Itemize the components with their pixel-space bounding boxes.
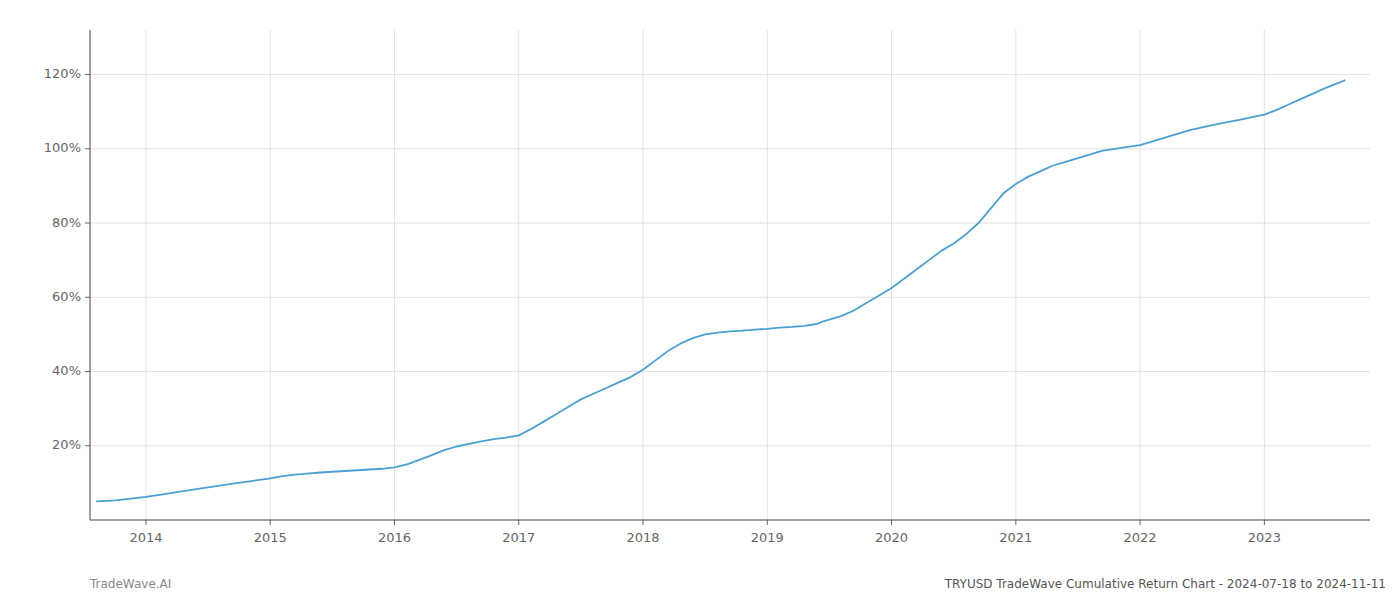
- tick-label: 2021: [999, 530, 1032, 545]
- tick-label: 2019: [751, 530, 784, 545]
- grid-line: [1264, 30, 1265, 520]
- tick-mark: [145, 520, 146, 525]
- tick-mark: [85, 297, 90, 298]
- grid-line: [90, 297, 1370, 298]
- tick-mark: [85, 371, 90, 372]
- grid: [90, 30, 1370, 520]
- tick-mark: [1015, 520, 1016, 525]
- grid-line: [518, 30, 519, 520]
- tick-mark: [767, 520, 768, 525]
- tick-mark: [394, 520, 395, 525]
- tick-label: 20%: [52, 437, 81, 452]
- tick-mark: [518, 520, 519, 525]
- grid-line: [394, 30, 395, 520]
- grid-line: [90, 74, 1370, 75]
- axes: 20% 40% 60% 80% 100% 120% 2014 2015 2016 2017 2018…: [44, 30, 1370, 545]
- tick-label: 2016: [378, 530, 411, 545]
- grid-line: [90, 445, 1370, 446]
- title: TRYUSD TradeWave Cumulative Return Chart…: [944, 577, 1386, 591]
- tick-label: 2023: [1248, 530, 1281, 545]
- tick-label: 80%: [52, 215, 81, 230]
- grid-line: [145, 30, 146, 520]
- tick-label: 2017: [502, 530, 535, 545]
- tick-label: 2022: [1124, 530, 1157, 545]
- tick-mark: [643, 520, 644, 525]
- texts: TradeWave.AI TRYUSD TradeWave Cumulative …: [89, 577, 1386, 591]
- tick-mark: [85, 148, 90, 149]
- chart: 20% 40% 60% 80% 100% 120% 2014 2015 2016 2017 2018…: [0, 0, 1400, 600]
- grid-line: [90, 223, 1370, 224]
- tick-label: 120%: [44, 66, 81, 81]
- grid-line: [270, 30, 271, 520]
- tick-mark: [85, 74, 90, 75]
- tick-label: 2020: [875, 530, 908, 545]
- tick-label: 100%: [44, 140, 81, 155]
- tick-label: 60%: [52, 289, 81, 304]
- tick-mark: [270, 520, 271, 525]
- tick-mark: [891, 520, 892, 525]
- data-line: [96, 80, 1345, 501]
- tick-mark: [85, 445, 90, 446]
- grid-line: [767, 30, 768, 520]
- tick-label: 2015: [254, 530, 287, 545]
- watermark: TradeWave.AI: [89, 577, 171, 591]
- x-axis-line: [90, 520, 1370, 521]
- grid-line: [1140, 30, 1141, 520]
- tick-label: 2018: [626, 530, 659, 545]
- grid-line: [643, 30, 644, 520]
- tick-mark: [1264, 520, 1265, 525]
- tick-mark: [1140, 520, 1141, 525]
- grid-line: [891, 30, 892, 520]
- grid-line: [1015, 30, 1016, 520]
- tick-label: 2014: [129, 530, 162, 545]
- grid-line: [90, 371, 1370, 372]
- grid-line: [90, 148, 1370, 149]
- plot-area: [96, 80, 1345, 501]
- tick-mark: [85, 223, 90, 224]
- tick-label: 40%: [52, 363, 81, 378]
- y-axis-line: [90, 30, 91, 520]
